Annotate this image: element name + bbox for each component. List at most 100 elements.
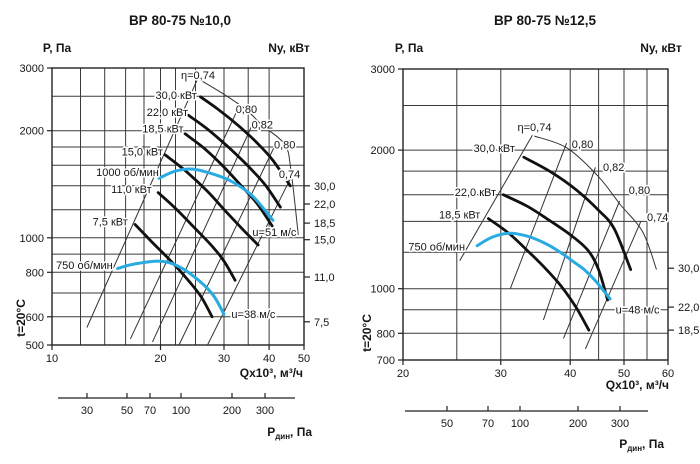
efficiency-line (129, 107, 239, 340)
efficiency-label: η=0,74 (518, 122, 552, 134)
pdyn-tick-label: 70 (482, 418, 494, 430)
y-tick-label: 700 (377, 355, 395, 367)
efficiency-label: 0,74 (647, 212, 668, 224)
speed-curve-label: 750 об/мин (56, 260, 113, 272)
pdyn-tick-label: 200 (223, 405, 241, 417)
y-tick-label: 3000 (20, 63, 44, 75)
pdyn-axis-title: Рдин, Па (267, 425, 312, 441)
ny-tick-label: 22,0 (678, 302, 699, 314)
pressure-axis-title: Р, Па (395, 41, 424, 55)
pdyn-tick-label: 300 (611, 418, 629, 430)
efficiency-label: 0,82 (252, 120, 273, 132)
efficiency-lines (459, 134, 642, 350)
power-curve-label: 18,5 кВт (439, 209, 480, 221)
y-tick-label: 1000 (371, 284, 395, 296)
efficiency-line (459, 134, 533, 261)
x-tick-label: 20 (397, 368, 409, 380)
power-curve-label: 7,5 кВт (93, 217, 128, 229)
power-curve (501, 193, 609, 302)
power-curve-label: 15,0 кВт (122, 146, 163, 158)
x-tick-label: 50 (298, 353, 310, 365)
peripheral-speed-label: u=48 м/с (616, 305, 660, 317)
pressure-axis-title: Р, Па (43, 41, 72, 55)
y-tick-label: 600 (26, 312, 44, 324)
plot-frame (402, 68, 669, 361)
x-tick-label: 10 (46, 353, 58, 365)
power-curve-label: 22,0 кВт (147, 107, 188, 119)
pdyn-tick-label: 100 (172, 405, 190, 417)
efficiency-envelope-curve (534, 135, 657, 270)
plot-frame (51, 67, 305, 346)
pdyn-tick-label: 100 (511, 418, 529, 430)
efficiency-label: 0,82 (603, 162, 624, 174)
efficiency-envelope-curve (197, 78, 299, 235)
power-axis-title: Ny, кВт (268, 41, 310, 55)
y-tick-label: 800 (26, 267, 44, 279)
temperature-label: t=20°C (360, 314, 374, 352)
pdyn-tick-label: 300 (256, 405, 274, 417)
x-tick-label: 40 (263, 353, 275, 365)
power-curve (187, 113, 282, 209)
power-curve-label: 11,0 кВт (111, 184, 151, 196)
pdyn-tick-label: 70 (144, 405, 156, 417)
efficiency-label: 0,80 (236, 104, 257, 116)
efficiency-lines (86, 77, 293, 346)
ny-tick-label: 18,5 (678, 325, 699, 337)
efficiency-line (152, 122, 254, 343)
x-tick-label: 60 (662, 368, 674, 380)
power-curve-label: 30,0 кВт (156, 90, 197, 102)
x-tick-label: 30 (218, 353, 230, 365)
ny-tick-label: 22,0 (314, 199, 335, 211)
temperature-label: t=20°C (14, 299, 28, 337)
ny-tick-label: 18,5 (314, 218, 335, 230)
dynamic-pressure-axis: 50 70 100 200 300 Рдин, Па (405, 406, 664, 453)
efficiency-label: η=0,74 (181, 70, 215, 82)
efficiency-label: 0,80 (274, 139, 295, 151)
y-tick-label: 1000 (20, 233, 44, 245)
y-tick-label: 2000 (371, 145, 395, 157)
ny-tick-label: 7,5 (314, 317, 329, 329)
pdyn-axis-title: Рдин, Па (619, 437, 664, 453)
x-tick-label: 50 (618, 368, 630, 380)
speed-curve-label: 1000 об/мин (96, 167, 159, 179)
x-tick-label: 30 (495, 368, 507, 380)
peripheral-speed-label: u=38 м/с (231, 309, 275, 321)
speed-curve (157, 167, 275, 222)
curve-labels: 30,0 кВт 22,0 кВт 18,5 кВт 15,0 кВт 11,0 кВт… (54, 68, 301, 322)
efficiency-line (542, 167, 596, 321)
power-curve (156, 191, 237, 282)
x-tick-label: 20 (154, 353, 166, 365)
power-curve (199, 95, 292, 188)
flow-axis-title: Qx10³, м³/ч (240, 366, 303, 380)
y-tick-label: 3000 (371, 64, 395, 76)
x-tick-label: 40 (564, 368, 576, 380)
efficiency-label: 0,80 (629, 185, 650, 197)
efficiency-line (509, 143, 568, 289)
power-curve-label: 18,5 кВт (142, 123, 183, 135)
y-tick-label: 500 (26, 340, 44, 352)
peripheral-speed-label: u=51 м/с (252, 227, 296, 239)
pdyn-tick-label: 200 (569, 418, 587, 430)
flow-axis-title: Qx10³, м³/ч (606, 378, 669, 392)
ny-tick-label: 30,0 (314, 181, 335, 193)
chart-title: ВР 80-75 №12,5 (494, 13, 597, 28)
efficiency-label: 0,80 (572, 139, 593, 151)
ny-tick-label: 15,0 (314, 235, 335, 247)
efficiency-label: 0,74 (279, 169, 300, 181)
power-curve (133, 223, 214, 319)
y-tick-label: 800 (377, 328, 395, 340)
efficiency-line (86, 77, 199, 328)
power-curve (522, 155, 633, 271)
y-tick-label: 2000 (20, 126, 44, 138)
pdyn-tick-label: 50 (441, 418, 453, 430)
efficiency-line (584, 221, 642, 350)
speed-curve-label: 750 об/мин (408, 242, 465, 254)
pdyn-tick-label: 50 (121, 405, 133, 417)
chart-vr-80-75-10-0: 10 20 30 40 50 3000 2000 1000 800 600 500 30,0 22,0 1… (14, 13, 335, 441)
ny-tick-label: 30,0 (678, 263, 699, 275)
chart-title: ВР 80-75 №10,0 (129, 13, 231, 28)
power-axis-title: Ny, кВт (640, 41, 682, 55)
